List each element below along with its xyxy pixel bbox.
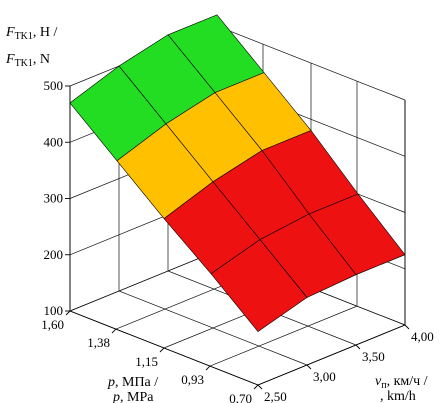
frame-edge-1 [257, 324, 406, 386]
v-tick-mark-0 [257, 384, 263, 390]
z-axis-title-line1: FTK1, Н / [5, 25, 58, 42]
p-tick-label-0: 1,60 [41, 317, 64, 332]
p-tick-label-2: 1,15 [135, 354, 158, 369]
p-tick-mark-3 [205, 365, 211, 371]
z-tick-label-1: 200 [44, 247, 64, 262]
v-axis-ticks: 2,50 3,00 3,50 4,00 [257, 324, 434, 403]
v-axis-title-line1: vп, км/ч / [375, 374, 428, 391]
p-tick-label-1: 1,38 [87, 335, 110, 350]
v-tick-label-2: 3,50 [362, 349, 385, 364]
p-tick-mark-2 [159, 347, 165, 353]
v-axis-title-line2: , km/h [380, 389, 416, 403]
v-tick-mark-3 [404, 324, 410, 330]
p-tick-label-3: 0,93 [181, 372, 204, 387]
p-tick-mark-0 [65, 310, 71, 316]
v-tick-mark-1 [306, 364, 312, 370]
v-tick-mark-2 [355, 344, 361, 350]
p-tick-mark-4 [253, 384, 259, 390]
z-tick-label-0: 100 [44, 303, 64, 318]
z-axis-title-line2: FTK1, N [5, 52, 50, 69]
z-tick-label-4: 500 [44, 78, 64, 93]
z-tick-label-3: 400 [44, 134, 64, 149]
p-axis-ticks: 1,60 1,38 1,15 0,93 0,70 [41, 310, 259, 403]
p-tick-label-4: 0,70 [229, 391, 252, 403]
p-axis-title-line1: p, МПа / [107, 375, 158, 390]
p-axis-title-line2: p, MPa [112, 390, 154, 403]
z-axis-ticks: 100 200 300 400 500 [44, 78, 70, 318]
p-tick-mark-1 [111, 328, 117, 334]
z-tick-label-2: 300 [44, 191, 64, 206]
surface-plot [69, 14, 406, 333]
v-tick-label-3: 4,00 [411, 329, 434, 344]
surface-patch-3-0 [210, 239, 308, 333]
v-tick-label-1: 3,00 [313, 369, 336, 384]
v-tick-label-0: 2,50 [264, 389, 287, 403]
